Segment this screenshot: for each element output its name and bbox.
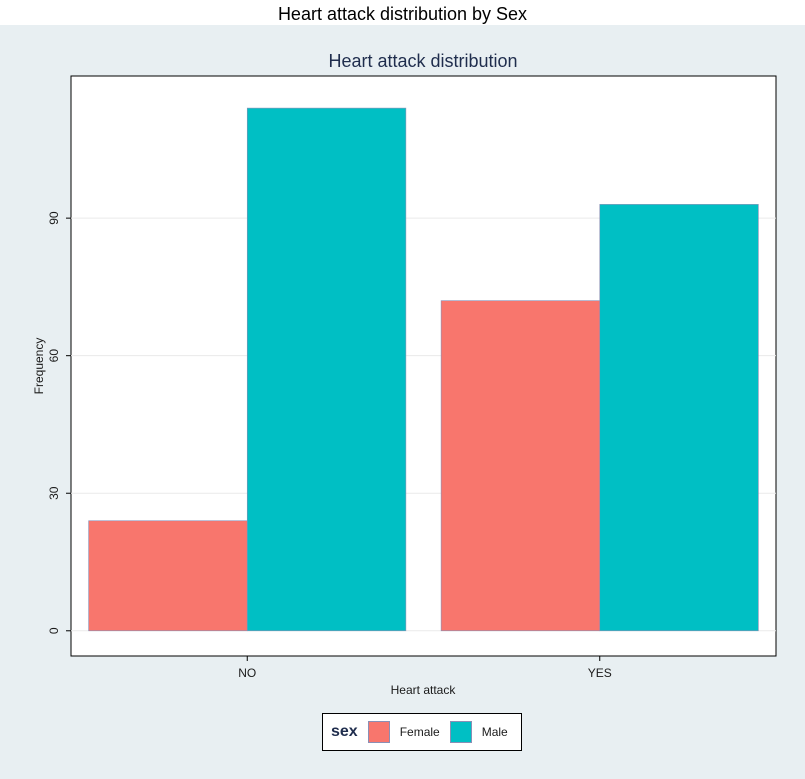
x-tick-label-yes: YES: [588, 666, 612, 680]
figure-title: Heart attack distribution by Sex: [277, 4, 528, 24]
bar-no-female: [88, 520, 248, 632]
y-tick-label: 60: [47, 349, 61, 363]
y-tick-label: 0: [47, 627, 61, 634]
y-tick-label: 90: [47, 211, 61, 225]
y-tick-label: 30: [47, 486, 61, 500]
legend-swatch-male: [449, 721, 472, 743]
x-tick-label-no: NO: [238, 666, 256, 680]
y-axis-title: Frequency: [32, 338, 46, 395]
legend-title: sex: [331, 723, 358, 740]
chart-title: Heart attack distribution: [328, 51, 517, 71]
x-axis-title: Heart attack: [391, 683, 457, 697]
legend-label-female: Female: [399, 725, 440, 739]
legend-swatch-female: [367, 721, 390, 743]
bar-yes-female: [440, 300, 601, 632]
legend: sex Female Male: [322, 713, 522, 751]
legend-item-female: Female: [367, 721, 440, 743]
bar-yes-male: [599, 204, 759, 632]
bar-no-male: [246, 107, 407, 632]
legend-item-male: Male: [449, 721, 508, 743]
legend-label-male: Male: [481, 725, 508, 739]
